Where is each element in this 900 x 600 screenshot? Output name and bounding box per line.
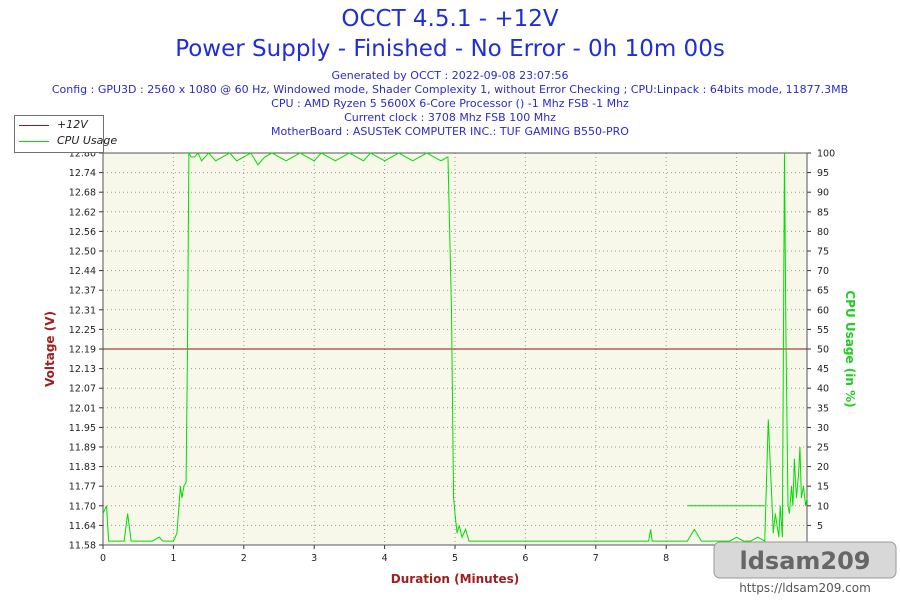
y-left-tick-label: 12.74	[69, 168, 96, 179]
y-left-tick-label: 12.62	[69, 207, 96, 218]
y-right-tick-label: 45	[817, 364, 829, 375]
y-right-tick-label: 80	[817, 227, 829, 238]
y-left-tick-label: 11.58	[69, 541, 96, 552]
x-tick-label: 3	[311, 553, 317, 564]
y-right-tick-label: 60	[817, 305, 829, 316]
y-left-tick-label: 11.70	[69, 501, 96, 512]
info-generated: Generated by OCCT : 2022-09-08 23:07:56	[331, 69, 569, 82]
legend-label-voltage: +12V	[57, 118, 88, 131]
y-right-tick-label: 95	[817, 168, 829, 179]
y-left-tick-label: 11.64	[69, 521, 96, 532]
y-left-tick-label: 12.50	[69, 247, 96, 258]
y-axis-label-right: CPU Usage (in %)	[843, 290, 857, 407]
y-right-tick-label: 85	[817, 207, 829, 218]
watermark-logo: ldsam209 https://ldsam209.com	[712, 540, 898, 596]
y-left-tick-label: 12.31	[69, 305, 96, 316]
y-right-tick-label: 75	[817, 247, 829, 258]
y-right-tick-label: 50	[817, 345, 829, 356]
y-right-tick-label: 25	[817, 443, 829, 454]
legend-swatch-voltage	[19, 125, 49, 126]
y-right-tick-label: 55	[817, 325, 829, 336]
y-left-tick-label: 12.25	[69, 325, 96, 336]
y-left-tick-label: 12.44	[69, 266, 96, 277]
legend: +12V CPU Usage	[14, 115, 117, 153]
x-tick-label: 5	[452, 553, 458, 564]
x-tick-label: 2	[241, 553, 247, 564]
y-right-tick-label: 90	[817, 188, 829, 199]
y-left-tick-label: 12.01	[69, 403, 96, 414]
y-right-tick-label: 30	[817, 423, 829, 434]
y-right-tick-label: 10	[817, 501, 829, 512]
legend-label-cpu: CPU Usage	[57, 134, 118, 147]
y-left-tick-label: 12.68	[69, 188, 96, 199]
y-right-tick-label: 20	[817, 462, 829, 473]
svg-text:ldsam209: ldsam209	[740, 547, 871, 575]
y-axis-label-left: Voltage (V)	[43, 311, 57, 387]
y-left-tick-label: 12.56	[69, 227, 96, 238]
chart-title: OCCT 4.5.1 - +12V	[341, 6, 559, 32]
y-left-tick-label: 11.77	[69, 482, 96, 493]
x-tick-label: 8	[663, 553, 669, 564]
y-left-tick-label: 11.95	[69, 423, 96, 434]
info-config: Config : GPU3D : 2560 x 1080 @ 60 Hz, Wi…	[51, 83, 849, 96]
x-tick-label: 7	[593, 553, 599, 564]
y-left-tick-label: 12.37	[69, 286, 96, 297]
y-left-tick-label: 12.07	[69, 384, 96, 395]
legend-swatch-cpu	[19, 141, 49, 142]
y-left-tick-label: 12.13	[69, 364, 96, 375]
x-tick-label: 4	[382, 553, 388, 564]
y-right-tick-label: 65	[817, 286, 829, 297]
chart-subtitle: Power Supply - Finished - No Error - 0h …	[175, 36, 725, 62]
info-motherboard: MotherBoard : ASUSTeK COMPUTER INC.: TUF…	[271, 125, 629, 138]
x-tick-label: 0	[100, 553, 106, 564]
y-left-tick-label: 12.19	[69, 345, 96, 356]
y-left-tick-label: 11.89	[69, 443, 96, 454]
y-right-tick-label: 70	[817, 266, 829, 277]
x-tick-label: 6	[522, 553, 528, 564]
y-right-tick-label: 5	[817, 521, 823, 532]
y-right-tick-label: 15	[817, 482, 829, 493]
info-cpu: CPU : AMD Ryzen 5 5600X 6-Core Processor…	[271, 97, 629, 110]
info-clock: Current clock : 3708 Mhz FSB 100 Mhz	[344, 111, 556, 124]
y-left-tick-label: 12.80	[69, 149, 96, 160]
series-line-cpu	[102, 152, 808, 542]
y-right-tick-label: 35	[817, 403, 829, 414]
watermark-url: https://ldsam209.com	[739, 581, 871, 595]
y-left-tick-label: 11.83	[69, 462, 96, 473]
x-tick-label: 1	[170, 553, 176, 564]
x-axis-label: Duration (Minutes)	[391, 572, 519, 586]
y-right-tick-label: 100	[817, 149, 835, 160]
y-right-tick-label: 40	[817, 384, 829, 395]
